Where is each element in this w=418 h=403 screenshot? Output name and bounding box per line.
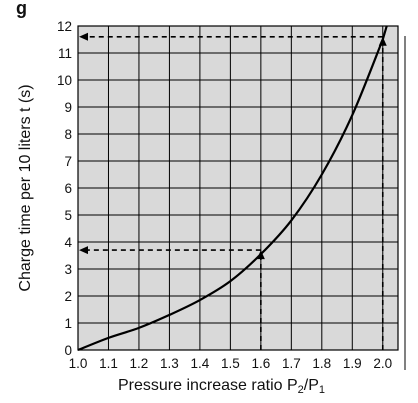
y-tick-label: 12 — [57, 19, 72, 34]
y-tick-label: 2 — [64, 289, 72, 304]
y-tick-label: 4 — [64, 235, 72, 250]
y-tick-label: 11 — [58, 46, 72, 61]
series-curve — [77, 25, 388, 352]
y-tick-label: 0 — [64, 343, 72, 358]
y-tick-label: 7 — [64, 154, 72, 169]
x-axis-label-slash: /P — [304, 377, 319, 394]
x-tick-label: 1.9 — [343, 356, 362, 371]
x-tick-label: 2.0 — [373, 356, 392, 371]
x-tick-label: 1.1 — [99, 356, 118, 371]
y-tick-label: 1 — [64, 316, 72, 331]
y-tick-label: 8 — [64, 127, 72, 142]
header-fragment: g — [16, 0, 27, 18]
x-tick-labels: 1.0 1.1 1.2 1.3 1.4 1.5 1.6 1.7 1.8 1.9 2.0 — [69, 356, 393, 371]
x-tick-label: 1.7 — [282, 356, 301, 371]
reference-lines — [79, 32, 387, 350]
x-axis-label-sub2: 1 — [319, 384, 325, 396]
x-tick-label: 1.4 — [191, 356, 210, 371]
plot-frame — [77, 25, 399, 351]
y-tick-label: 3 — [64, 262, 72, 277]
x-tick-label: 1.0 — [69, 356, 88, 371]
x-tick-label: 1.2 — [130, 356, 149, 371]
x-tick-label: 1.5 — [221, 356, 240, 371]
y-tick-label: 9 — [64, 100, 72, 115]
reference-arrow-left — [79, 246, 88, 255]
x-tick-label: 1.8 — [312, 356, 331, 371]
x-tick-label: 1.6 — [251, 356, 270, 371]
y-tick-label: 10 — [57, 73, 72, 88]
reference-arrow-left — [79, 32, 88, 41]
y-tick-label: 6 — [64, 181, 72, 196]
x-tick-label: 1.3 — [160, 356, 179, 371]
x-axis-label: Pressure increase ratio P2/P1 — [118, 377, 325, 396]
y-axis-label: Charge time per 10 liters t (s) — [17, 84, 34, 291]
x-axis-label-main: Pressure increase ratio P — [118, 377, 298, 394]
y-tick-label: 5 — [64, 208, 72, 223]
x-axis-label-sub1: 2 — [298, 384, 304, 396]
